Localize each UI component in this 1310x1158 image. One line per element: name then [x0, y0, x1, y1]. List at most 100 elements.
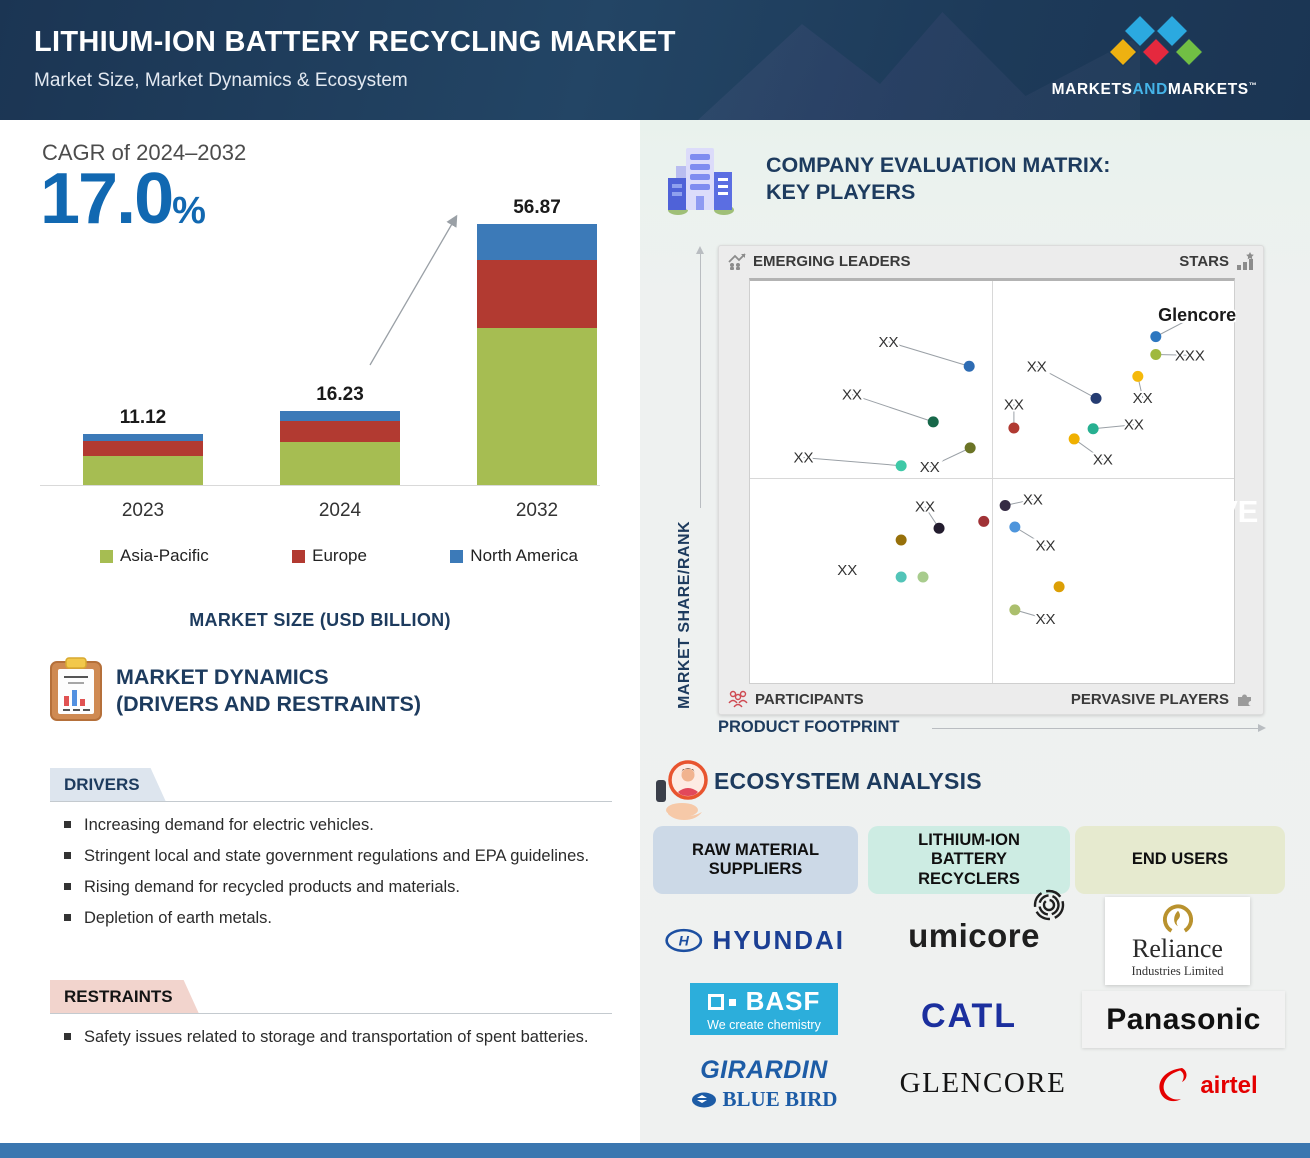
ecosystem-category-box: RAW MATERIAL SUPPLIERS: [653, 826, 858, 894]
scatter-label: XX: [1004, 396, 1024, 413]
bar-segment-Asia-Pacific: [280, 441, 400, 485]
bar-value-label: 16.23: [316, 383, 364, 405]
umicore-logo: umicore: [888, 889, 1065, 972]
bar-segment-North America: [477, 224, 597, 261]
scatter-point: [1132, 370, 1144, 382]
scatter-point: [917, 571, 929, 583]
emerging-leaders-icon: [728, 253, 746, 270]
scatter-point: [1087, 423, 1099, 435]
bullet-item: Safety issues related to storage and tra…: [60, 1026, 612, 1048]
svg-text:H: H: [679, 933, 690, 949]
legend-swatch: [292, 549, 306, 563]
cagr-value: 17.0%: [40, 159, 206, 239]
scatter-point: [927, 416, 939, 428]
scatter-label: XX: [920, 459, 940, 476]
hyundai-logo: H HYUNDAI: [665, 908, 845, 972]
legend-swatch: [100, 549, 113, 563]
bullet-item: Rising demand for recycled products and …: [60, 876, 612, 898]
quad-label-emerging-leaders: EMERGING LEADERS: [753, 252, 911, 270]
ecosystem-category-box: END USERS: [1075, 826, 1285, 894]
clipboard-icon: [48, 656, 104, 727]
x-axis-label: PRODUCT FOOTPRINT: [718, 718, 900, 736]
basf-logo: BASF We create chemistry: [690, 983, 838, 1035]
scatter-point: [1150, 348, 1162, 360]
chart-caption: MARKET SIZE (USD BILLION): [189, 610, 451, 630]
bar-chart: 11.12 16.23 56.87: [40, 192, 600, 486]
matrix-heading: COMPANY EVALUATION MATRIX: KEY PLAYERS: [766, 153, 1111, 204]
scatter-label: XX: [1027, 358, 1047, 375]
bar-segment-Asia-Pacific: [477, 328, 597, 485]
bar-segment-Europe: [477, 260, 597, 329]
bar-segment-Europe: [280, 420, 400, 442]
right-column: COMPANY EVALUATION MATRIX: KEY PLAYERS E…: [640, 120, 1310, 1143]
scatter-label: XX: [837, 562, 857, 579]
x-tick-label: 2023: [121, 500, 165, 521]
scatter-label: XX: [793, 450, 813, 467]
scatter-point: [895, 534, 907, 546]
airtel-swoosh-icon: [1159, 1068, 1187, 1102]
scatter-label: XX: [842, 387, 862, 404]
quad-label-stars: STARS: [1179, 252, 1229, 270]
scatter-point: [999, 500, 1011, 512]
matrix-plot: XX XX XX XX Glencore XXX XX XX XX XX XX XX XX XX XX XX: [749, 278, 1236, 684]
x-axis-arrow: [932, 724, 1266, 732]
bullet-item: Depletion of earth metals.: [60, 907, 612, 929]
restraints-divider: [50, 1013, 612, 1014]
bar-segment-North America: [280, 410, 400, 421]
matrix-top-strip: EMERGING LEADERS STARS: [719, 246, 1263, 276]
legend-swatch: [450, 549, 464, 563]
legend-item-North America: North America: [450, 546, 578, 566]
company-evaluation-matrix: EMERGING LEADERS STARS XX XX XX XX Glencore X…: [718, 245, 1264, 715]
scatter-point: [1008, 422, 1020, 434]
brand-wordmark: MARKETSANDMARKETS™: [1051, 81, 1258, 99]
bar-2023: 11.12: [83, 407, 203, 485]
drivers-list: Increasing demand for electric vehicles.…: [60, 814, 612, 938]
buildings-icon: [662, 140, 740, 223]
bullet-item: Increasing demand for electric vehicles.: [60, 814, 612, 836]
ecosystem-category-box: LITHIUM-ION BATTERY RECYCLERS: [868, 826, 1070, 894]
scatter-label: Glencore: [1158, 305, 1236, 325]
scatter-point: [1009, 521, 1021, 533]
drivers-divider: [50, 801, 612, 802]
scatter-point: [1150, 331, 1162, 343]
quad-label-participants: PARTICIPANTS: [755, 690, 864, 708]
x-tick-label: 2024: [318, 500, 362, 521]
basf-squares-icon: [707, 993, 736, 1010]
restraints-list: Safety issues related to storage and tra…: [60, 1026, 612, 1057]
bar-value-label: 11.12: [119, 406, 167, 428]
bar-value-label: 56.87: [513, 197, 561, 219]
matrix-bottom-strip: PARTICIPANTS PERVASIVE PLAYERS: [719, 684, 1263, 714]
left-column: CAGR of 2024–2032 17.0% 11.12 16.23 56.87 …: [0, 120, 640, 1143]
matrix-vertical-divider: [992, 281, 993, 683]
label-connector: [1155, 353, 1190, 356]
scatter-point: [963, 360, 975, 372]
scatter-label: XX: [1035, 611, 1055, 628]
cagr-label: CAGR of 2024–2032: [42, 140, 247, 165]
label-connector: [1036, 365, 1097, 399]
label-connector: [851, 394, 934, 423]
label-connector: [1014, 526, 1046, 547]
panasonic-logo: Panasonic: [1082, 991, 1285, 1048]
header-banner: LITHIUM-ION BATTERY RECYCLING MARKET Mar…: [0, 0, 1310, 120]
label-connector: [929, 447, 971, 468]
participants-icon: [728, 690, 748, 708]
y-axis-arrow: [696, 246, 704, 508]
legend-item-Europe: Europe: [292, 546, 367, 566]
girardin-bluebird-logo: GIRARDIN BLUE BIRD: [678, 1054, 850, 1114]
scatter-point: [1068, 433, 1080, 445]
scatter-label: XX: [1124, 417, 1144, 434]
chart-legend: Asia-Pacific Europe North America: [100, 546, 578, 566]
reliance-logo: Reliance Industries Limited: [1105, 897, 1250, 985]
scatter-point: [964, 442, 976, 454]
scatter-point: [895, 460, 907, 472]
scatter-label: XXX: [1175, 347, 1205, 364]
stars-icon: [1237, 252, 1254, 270]
umicore-spiral-icon: [1033, 889, 1065, 921]
scatter-label: XX: [1035, 538, 1055, 555]
airtel-logo: airtel: [1132, 1058, 1280, 1114]
drivers-tab: DRIVERS: [50, 768, 166, 801]
glencore-logo: GLENCORE: [899, 1066, 1067, 1099]
x-tick-label: 2032: [515, 500, 559, 521]
